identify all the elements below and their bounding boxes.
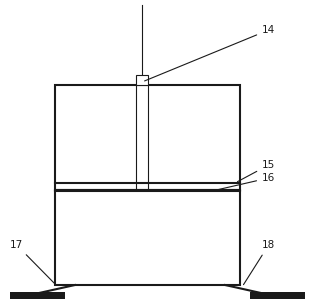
Text: 16: 16 — [215, 173, 275, 190]
Text: 14: 14 — [145, 25, 275, 81]
Bar — [136, 75, 148, 85]
Text: 15: 15 — [237, 160, 275, 182]
Text: 18: 18 — [243, 240, 275, 285]
Bar — [250, 292, 305, 299]
Bar — [10, 292, 65, 299]
Bar — [55, 85, 240, 190]
Text: 17: 17 — [10, 240, 56, 285]
Bar — [55, 190, 240, 285]
